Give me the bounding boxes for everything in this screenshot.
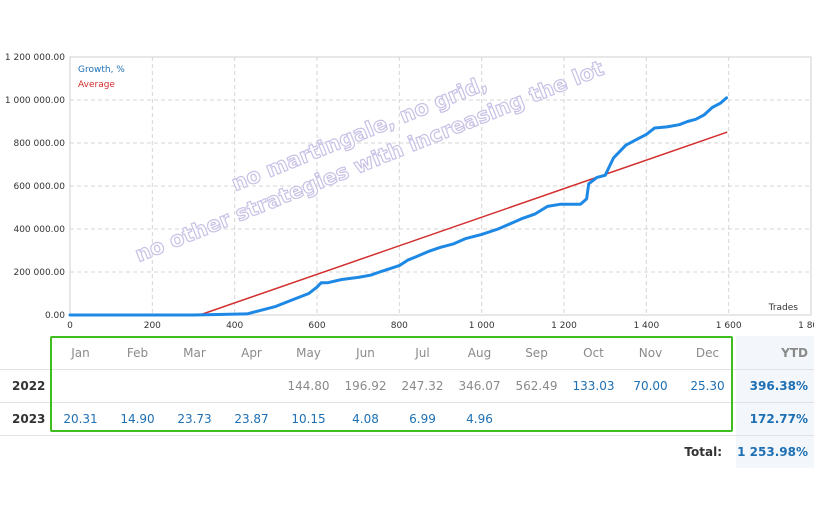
y-tick-label: 1 000 000.00 — [5, 96, 65, 106]
month-header: Jan — [71, 345, 90, 360]
total-value: 1 253.98% — [736, 435, 814, 468]
legend-average: Average — [78, 80, 115, 90]
x-tick-label: 800 — [391, 321, 408, 331]
series-growth-line — [68, 96, 729, 317]
month-header: Nov — [638, 345, 663, 360]
y-tick-label: 0.00 — [45, 311, 65, 321]
y-tick-label: 600 000.00 — [13, 182, 65, 192]
x-tick-label: 0 — [67, 321, 73, 331]
value-cell: 23.73 — [166, 402, 223, 436]
x-tick-label: 1 000 — [469, 321, 495, 331]
value-cell: 133.03 — [565, 369, 622, 403]
table-header-row: Jan Feb Mar Apr May Jun Jul Aug Sep Oct … — [0, 336, 814, 370]
value-cell — [679, 402, 736, 436]
value-cell: 10.15 — [280, 402, 337, 436]
x-tick-label: 1 200 — [551, 321, 577, 331]
y-tick-label: 1 200 000.00 — [5, 53, 65, 63]
value-cell — [622, 402, 679, 436]
total-row: Total: 1 253.98% — [0, 435, 814, 468]
ytd-cell: 396.38% — [736, 369, 814, 403]
value-cell: 196.92 — [337, 369, 394, 403]
value-cell — [166, 369, 223, 403]
month-header: Apr — [241, 345, 262, 360]
table-row: 2023 20.31 14.90 23.73 23.87 10.15 4.08 … — [0, 402, 814, 436]
x-tick-label: 600 — [308, 321, 325, 331]
year-cell: 2023 — [0, 402, 52, 436]
value-cell: 20.31 — [52, 402, 109, 436]
table-row: 2022 144.80 196.92 247.32 346.07 562.49 … — [0, 369, 814, 403]
month-header: Jul — [415, 345, 430, 360]
x-tick-label: 1 600 — [716, 321, 742, 331]
value-cell: 4.08 — [337, 402, 394, 436]
legend: Growth, % Average — [78, 65, 125, 90]
series-lines — [68, 96, 729, 317]
x-tick-label: 400 — [226, 321, 243, 331]
value-cell: 4.96 — [451, 402, 508, 436]
month-header: Feb — [126, 345, 149, 360]
monthly-returns-table: Jan Feb Mar Apr May Jun Jul Aug Sep Oct … — [0, 336, 814, 468]
value-cell: 346.07 — [451, 369, 508, 403]
value-cell: 14.90 — [109, 402, 166, 436]
month-header: Sep — [525, 345, 548, 360]
y-tick-label: 400 000.00 — [13, 225, 65, 235]
y-tick-label: 200 000.00 — [13, 268, 65, 278]
grid-lines — [70, 57, 811, 315]
value-cell: 144.80 — [280, 369, 337, 403]
month-header: Mar — [183, 345, 206, 360]
month-header: Oct — [583, 345, 604, 360]
x-tick-label: 1 400 — [633, 321, 659, 331]
year-cell: 2022 — [0, 369, 52, 403]
value-cell: 25.30 — [679, 369, 736, 403]
value-cell — [223, 369, 280, 403]
value-cell: 6.99 — [394, 402, 451, 436]
ytd-header: YTD — [736, 336, 814, 370]
value-cell: 70.00 — [622, 369, 679, 403]
x-tick-label: 200 — [144, 321, 161, 331]
value-cell — [565, 402, 622, 436]
total-label: Total: — [0, 435, 736, 468]
month-header: Aug — [467, 345, 492, 360]
value-cell: 562.49 — [508, 369, 565, 403]
value-cell: 23.87 — [223, 402, 280, 436]
x-axis-ticks: 0 200 400 600 800 1 000 1 200 1 400 1 600 1 800 — [67, 321, 814, 331]
value-cell — [52, 369, 109, 403]
x-tick-label: 1 800 — [798, 321, 814, 331]
month-header: Dec — [695, 345, 720, 360]
year-header — [0, 336, 52, 370]
month-header: May — [296, 345, 321, 360]
legend-growth: Growth, % — [78, 65, 125, 75]
month-header: Jun — [356, 345, 375, 360]
y-axis-ticks: 0.00 200 000.00 400 000.00 600 000.00 800 00… — [5, 53, 65, 321]
x-axis-label: Trades — [768, 303, 799, 313]
value-cell — [508, 402, 565, 436]
value-cell: 247.32 — [394, 369, 451, 403]
ytd-cell: 172.77% — [736, 402, 814, 436]
value-cell — [109, 369, 166, 403]
series-average-line — [198, 131, 728, 316]
y-tick-label: 800 000.00 — [13, 139, 65, 149]
growth-chart: 0.00 200 000.00 400 000.00 600 000.00 800 00… — [5, 53, 814, 331]
